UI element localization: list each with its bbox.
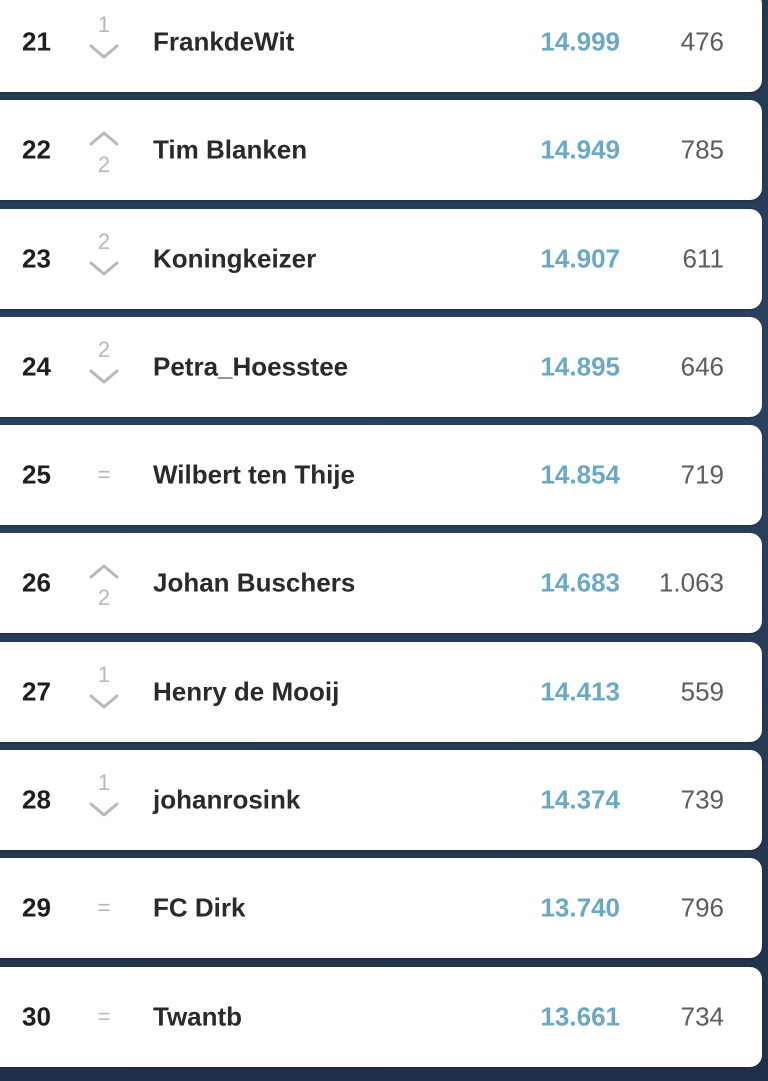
chevron-down-icon: [89, 802, 119, 817]
player-name: Wilbert ten Thije: [153, 459, 355, 490]
position-change: =: [84, 425, 124, 525]
player-points: 13.740: [540, 892, 620, 923]
position-change: 1: [84, 0, 124, 92]
player-count: 785: [680, 134, 724, 165]
player-name: johanrosink: [153, 784, 301, 815]
ranking-row[interactable]: 25 = Wilbert ten Thije 14.854 719: [0, 425, 762, 526]
equal-icon: =: [97, 1003, 111, 1029]
ranking-row[interactable]: 29 = FC Dirk 13.740 796: [0, 858, 762, 959]
player-count: 611: [682, 243, 724, 274]
rank-number: 21: [22, 26, 51, 57]
player-points: 14.949: [540, 134, 620, 165]
chevron-down-icon: [89, 261, 119, 276]
chevron-down-icon: [89, 44, 119, 59]
equal-icon: =: [97, 462, 111, 488]
ranking-row[interactable]: 28 1 johanrosink 14.374 739: [0, 750, 762, 851]
player-name: Johan Buschers: [153, 567, 356, 598]
player-count: 559: [680, 676, 724, 707]
player-name: Koningkeizer: [153, 243, 317, 274]
change-amount: 1: [97, 12, 111, 37]
position-change: 2: [84, 317, 124, 417]
player-name: Tim Blanken: [153, 134, 308, 165]
change-amount: 2: [97, 152, 111, 178]
position-change: =: [84, 967, 124, 1067]
ranking-row[interactable]: 27 1 Henry de Mooij 14.413 559: [0, 641, 762, 742]
rank-number: 24: [22, 351, 51, 382]
player-count: 1.063: [658, 567, 724, 598]
change-amount: 2: [97, 228, 111, 254]
rank-number: 22: [22, 134, 51, 165]
position-change: =: [84, 858, 124, 958]
player-points: 14.854: [540, 459, 620, 490]
player-count: 646: [680, 351, 724, 382]
ranking-row[interactable]: 26 2 Johan Buschers 14.683 1.063: [0, 533, 762, 634]
position-change: 2: [84, 533, 124, 633]
rank-number: 28: [22, 784, 51, 815]
ranking-row[interactable]: 21 1 FrankdeWit 14.999 476: [0, 0, 762, 92]
position-change: 1: [84, 642, 124, 742]
player-count: 739: [680, 784, 724, 815]
player-points: 13.661: [540, 1001, 620, 1032]
change-amount: 1: [97, 770, 111, 796]
player-points: 14.374: [540, 784, 620, 815]
rank-number: 30: [22, 1001, 51, 1032]
equal-icon: =: [97, 895, 111, 921]
player-count: 734: [680, 1001, 724, 1032]
change-amount: 2: [97, 336, 111, 362]
position-change: 2: [84, 209, 124, 309]
change-amount: 1: [97, 661, 111, 687]
rank-number: 29: [22, 892, 51, 923]
rank-number: 27: [22, 676, 51, 707]
player-points: 14.413: [540, 676, 620, 707]
player-points: 14.683: [540, 567, 620, 598]
chevron-down-icon: [89, 694, 119, 709]
ranking-row[interactable]: 23 2 Koningkeizer 14.907 611: [0, 208, 762, 309]
player-points: 14.907: [540, 243, 620, 274]
player-count: 796: [680, 892, 724, 923]
change-amount: 2: [97, 585, 111, 611]
player-name: Henry de Mooij: [153, 676, 340, 707]
position-change: 2: [84, 100, 124, 200]
rank-number: 26: [22, 567, 51, 598]
chevron-up-icon: [89, 131, 119, 146]
player-points: 14.999: [540, 26, 620, 57]
position-change: 1: [84, 750, 124, 850]
chevron-down-icon: [89, 369, 119, 384]
player-name: FrankdeWit: [153, 26, 295, 57]
player-name: FC Dirk: [153, 892, 246, 923]
player-name: Petra_Hoesstee: [153, 351, 349, 382]
player-points: 14.895: [540, 351, 620, 382]
player-name: Twantb: [153, 1001, 243, 1032]
ranking-row[interactable]: 22 2 Tim Blanken 14.949 785: [0, 100, 762, 201]
player-count: 476: [680, 26, 724, 57]
rank-number: 23: [22, 243, 51, 274]
chevron-up-icon: [89, 564, 119, 579]
ranking-row[interactable]: 30 = Twantb 13.661 734: [0, 966, 762, 1067]
ranking-row[interactable]: 24 2 Petra_Hoesstee 14.895 646: [0, 316, 762, 417]
rank-number: 25: [22, 459, 51, 490]
player-count: 719: [680, 459, 724, 490]
